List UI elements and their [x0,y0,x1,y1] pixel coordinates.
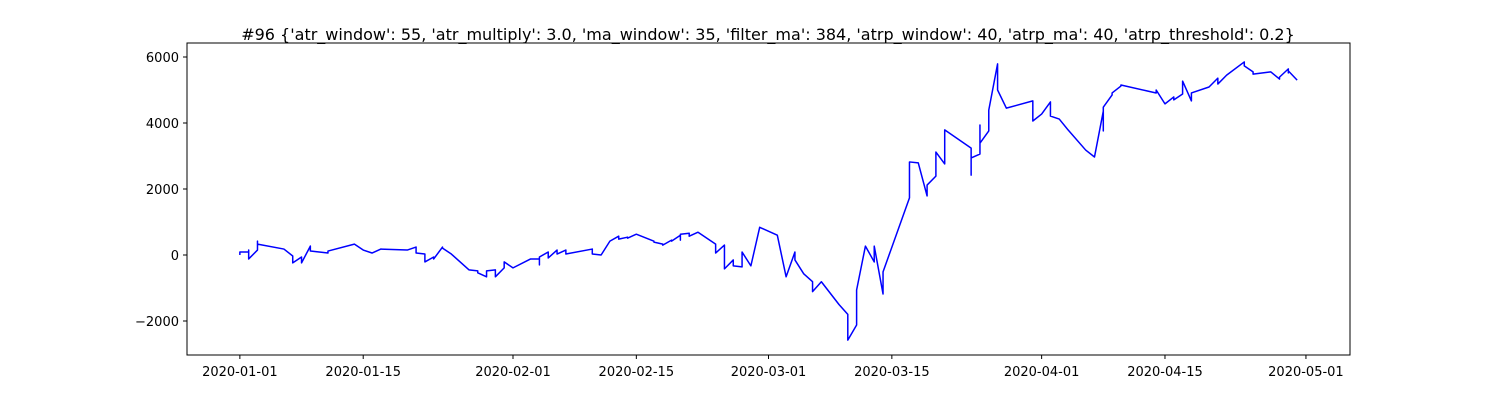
chart-title: #96 {'atr_window': 55, 'atr_multiply': 3… [241,25,1295,45]
x-tick-label: 2020-03-15 [854,365,930,380]
x-tick-label: 2020-02-01 [475,365,551,380]
x-tick-label: 2020-02-15 [599,365,675,380]
x-tick-label: 2020-01-15 [325,365,401,380]
y-tick-label: 0 [171,249,179,264]
x-tick-label: 2020-04-01 [1004,365,1080,380]
x-tick-label: 2020-04-15 [1127,365,1203,380]
y-tick-label: −2000 [135,315,179,330]
plot-frame [186,42,1351,356]
y-tick-label: 6000 [146,51,179,66]
line-series [239,61,1298,341]
x-tick-label: 2020-01-01 [202,365,278,380]
y-tick-label: 2000 [146,183,179,198]
y-tick-label: 4000 [146,117,179,132]
x-tick-label: 2020-05-01 [1268,365,1344,380]
x-tick-label: 2020-03-01 [731,365,807,380]
